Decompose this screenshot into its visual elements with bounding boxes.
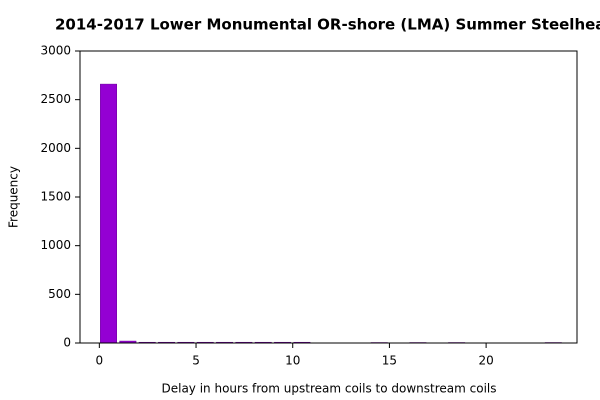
y-tick-label: 1000	[40, 238, 71, 252]
y-tick-label: 2500	[40, 92, 71, 106]
y-tick-label: 1500	[40, 190, 71, 204]
x-tick-label: 10	[285, 354, 300, 368]
x-tick-label: 15	[382, 354, 397, 368]
x-tick-label: 0	[96, 354, 104, 368]
x-axis-label: Delay in hours from upstream coils to do…	[161, 382, 496, 396]
x-tick-label: 5	[192, 354, 200, 368]
y-tick-label: 0	[63, 336, 71, 350]
plot-frame	[79, 50, 578, 344]
bar	[100, 83, 117, 344]
x-tick-label: 20	[478, 354, 493, 368]
chart-title: 2014-2017 Lower Monumental OR-shore (LMA…	[55, 16, 600, 34]
y-tick-label: 500	[48, 287, 71, 301]
y-tick-label: 2000	[40, 141, 71, 155]
y-tick-label: 3000	[40, 44, 71, 58]
y-axis-label: Frequency	[7, 166, 21, 228]
